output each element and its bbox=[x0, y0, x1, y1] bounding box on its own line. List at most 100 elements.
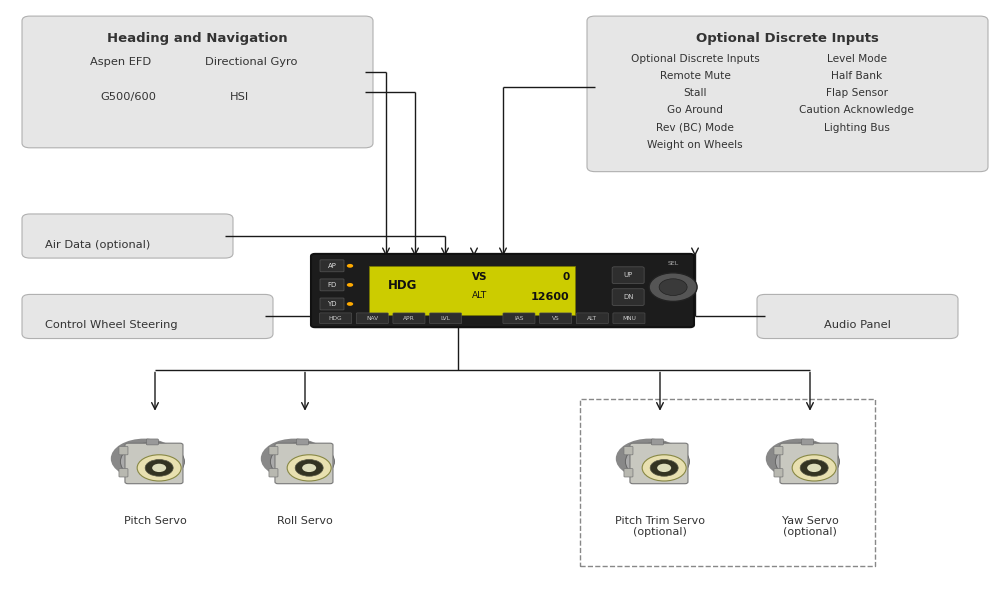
Circle shape bbox=[347, 283, 353, 287]
Circle shape bbox=[766, 439, 833, 479]
FancyBboxPatch shape bbox=[320, 260, 344, 272]
FancyBboxPatch shape bbox=[22, 214, 233, 258]
FancyBboxPatch shape bbox=[430, 313, 462, 324]
FancyBboxPatch shape bbox=[612, 267, 644, 284]
FancyBboxPatch shape bbox=[630, 443, 688, 484]
FancyBboxPatch shape bbox=[269, 446, 278, 455]
Circle shape bbox=[347, 264, 353, 268]
FancyBboxPatch shape bbox=[757, 294, 958, 339]
Text: Pitch Servo: Pitch Servo bbox=[124, 516, 186, 526]
Text: YD: YD bbox=[327, 301, 337, 307]
Text: ALT: ALT bbox=[587, 316, 597, 321]
FancyBboxPatch shape bbox=[269, 468, 278, 477]
FancyBboxPatch shape bbox=[320, 313, 352, 324]
FancyBboxPatch shape bbox=[22, 294, 273, 339]
Text: Heading and Navigation: Heading and Navigation bbox=[107, 32, 288, 45]
Text: DN: DN bbox=[623, 294, 633, 300]
Circle shape bbox=[137, 455, 181, 481]
Circle shape bbox=[287, 455, 331, 481]
Text: HDG: HDG bbox=[329, 316, 342, 321]
Text: AP: AP bbox=[328, 263, 336, 269]
FancyBboxPatch shape bbox=[651, 439, 663, 445]
Text: APR: APR bbox=[403, 316, 415, 321]
Text: LVL: LVL bbox=[441, 316, 451, 321]
Circle shape bbox=[111, 439, 178, 479]
FancyBboxPatch shape bbox=[624, 446, 633, 455]
Text: HDG: HDG bbox=[388, 279, 417, 292]
Text: Half Bank: Half Bank bbox=[831, 71, 882, 81]
Circle shape bbox=[625, 442, 689, 480]
Text: Yaw Servo
(optional): Yaw Servo (optional) bbox=[782, 516, 838, 537]
Circle shape bbox=[295, 460, 323, 476]
Circle shape bbox=[270, 442, 334, 480]
Text: ALT: ALT bbox=[472, 291, 487, 300]
Text: 12600: 12600 bbox=[531, 292, 569, 302]
FancyBboxPatch shape bbox=[774, 468, 783, 477]
Text: Caution Acknowledge: Caution Acknowledge bbox=[799, 105, 914, 116]
FancyBboxPatch shape bbox=[503, 313, 535, 324]
FancyBboxPatch shape bbox=[780, 443, 838, 484]
Circle shape bbox=[642, 455, 686, 481]
Circle shape bbox=[616, 439, 683, 479]
Text: G500/600: G500/600 bbox=[100, 92, 156, 103]
Text: Rev (BC) Mode: Rev (BC) Mode bbox=[656, 123, 734, 133]
Text: VS: VS bbox=[472, 272, 488, 282]
Circle shape bbox=[792, 455, 836, 481]
FancyBboxPatch shape bbox=[275, 443, 333, 484]
Text: SEL: SEL bbox=[668, 261, 679, 266]
Text: Audio Panel: Audio Panel bbox=[824, 320, 890, 330]
Text: Go Around: Go Around bbox=[667, 105, 723, 116]
Circle shape bbox=[152, 464, 166, 472]
FancyBboxPatch shape bbox=[587, 16, 988, 172]
Circle shape bbox=[120, 442, 184, 480]
Text: HSI: HSI bbox=[230, 92, 249, 103]
Circle shape bbox=[657, 464, 671, 472]
FancyBboxPatch shape bbox=[22, 16, 373, 148]
Text: Roll Servo: Roll Servo bbox=[277, 516, 333, 526]
Text: Lighting Bus: Lighting Bus bbox=[824, 123, 890, 133]
Text: VS: VS bbox=[552, 316, 559, 321]
Text: IAS: IAS bbox=[514, 316, 524, 321]
Circle shape bbox=[775, 442, 839, 480]
Circle shape bbox=[261, 439, 328, 479]
Text: Directional Gyro: Directional Gyro bbox=[205, 57, 298, 67]
Circle shape bbox=[302, 464, 316, 472]
Circle shape bbox=[800, 460, 828, 476]
FancyBboxPatch shape bbox=[624, 468, 633, 477]
Text: Aspen EFD: Aspen EFD bbox=[90, 57, 151, 67]
FancyBboxPatch shape bbox=[369, 266, 575, 315]
Text: MNU: MNU bbox=[622, 316, 636, 321]
Circle shape bbox=[659, 279, 687, 296]
FancyBboxPatch shape bbox=[296, 439, 308, 445]
Text: Pitch Trim Servo
(optional): Pitch Trim Servo (optional) bbox=[615, 516, 705, 537]
Text: Optional Discrete Inputs: Optional Discrete Inputs bbox=[696, 32, 879, 45]
Text: Air Data (optional): Air Data (optional) bbox=[45, 240, 150, 250]
Circle shape bbox=[145, 460, 173, 476]
Text: Flap Sensor: Flap Sensor bbox=[826, 88, 888, 98]
Text: UP: UP bbox=[624, 272, 633, 278]
Text: Weight on Wheels: Weight on Wheels bbox=[647, 140, 743, 150]
FancyBboxPatch shape bbox=[801, 439, 813, 445]
FancyBboxPatch shape bbox=[393, 313, 425, 324]
FancyBboxPatch shape bbox=[311, 254, 694, 327]
Text: Stall: Stall bbox=[683, 88, 707, 98]
FancyBboxPatch shape bbox=[540, 313, 572, 324]
FancyBboxPatch shape bbox=[320, 298, 344, 310]
FancyBboxPatch shape bbox=[356, 313, 388, 324]
Circle shape bbox=[650, 460, 678, 476]
FancyBboxPatch shape bbox=[119, 446, 128, 455]
FancyBboxPatch shape bbox=[119, 468, 128, 477]
FancyBboxPatch shape bbox=[146, 439, 158, 445]
Text: Control Wheel Steering: Control Wheel Steering bbox=[45, 320, 178, 330]
Text: NAV: NAV bbox=[366, 316, 378, 321]
FancyBboxPatch shape bbox=[613, 313, 645, 324]
Circle shape bbox=[649, 273, 697, 302]
Text: Level Mode: Level Mode bbox=[827, 54, 887, 64]
Circle shape bbox=[347, 302, 353, 306]
Text: Optional Discrete Inputs: Optional Discrete Inputs bbox=[631, 54, 759, 64]
Circle shape bbox=[807, 464, 821, 472]
FancyBboxPatch shape bbox=[576, 313, 608, 324]
Text: Remote Mute: Remote Mute bbox=[660, 71, 731, 81]
Text: FD: FD bbox=[327, 282, 337, 288]
FancyBboxPatch shape bbox=[125, 443, 183, 484]
